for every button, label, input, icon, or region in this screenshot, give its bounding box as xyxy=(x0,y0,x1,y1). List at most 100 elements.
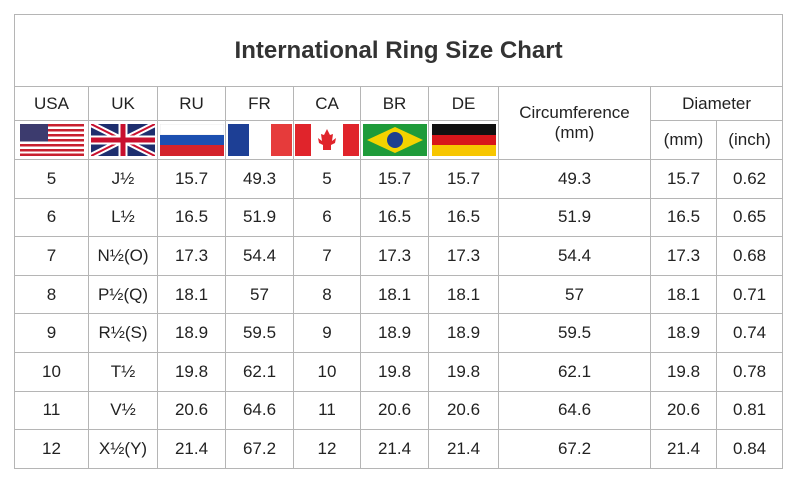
chart-table: International Ring Size Chart USA UK RU … xyxy=(13,14,784,469)
cell: 59.5 xyxy=(225,313,294,353)
table-row: 11 V½ 20.6 64.6 11 20.6 20.6 64.6 20.6 0.81 xyxy=(14,390,784,431)
flag-ca xyxy=(295,124,359,156)
cell: 62.1 xyxy=(498,351,651,392)
flag-cell xyxy=(293,120,361,160)
cell: 20.6 xyxy=(650,390,717,431)
cell: 15.7 xyxy=(428,159,499,199)
cell: 21.4 xyxy=(157,429,226,469)
flag-br xyxy=(362,124,427,156)
header: CA xyxy=(293,86,361,121)
flag-usa xyxy=(19,124,84,156)
header: FR xyxy=(225,86,294,121)
cell: 16.5 xyxy=(157,197,226,238)
subheader: (mm) xyxy=(650,120,717,160)
cell: 5 xyxy=(293,159,361,199)
cell: L½ xyxy=(88,197,158,238)
cell: 10 xyxy=(14,351,89,392)
cell: 7 xyxy=(14,236,89,276)
cell: 0.81 xyxy=(715,390,784,431)
cell: 51.9 xyxy=(498,197,651,238)
cell: 16.5 xyxy=(360,197,429,238)
flag-uk xyxy=(91,124,155,156)
cell: 51.9 xyxy=(225,197,294,238)
cell: 6 xyxy=(293,197,361,238)
cell: 20.6 xyxy=(428,390,499,431)
cell: 18.1 xyxy=(428,274,499,315)
cell: 17.3 xyxy=(157,236,226,276)
cell: 19.8 xyxy=(157,351,226,392)
cell: 64.6 xyxy=(225,390,294,431)
cell: 17.3 xyxy=(360,236,429,276)
subheader: (inch) xyxy=(715,120,784,160)
cell: 0.78 xyxy=(715,351,784,392)
cell: 0.74 xyxy=(715,313,784,353)
cell: 57 xyxy=(225,274,294,315)
cell: 54.4 xyxy=(225,236,294,276)
cell: 18.1 xyxy=(650,274,717,315)
cell: 6 xyxy=(14,197,89,238)
cell: 0.84 xyxy=(715,429,784,469)
flag-cell xyxy=(88,120,158,160)
cell: 62.1 xyxy=(225,351,294,392)
cell: 18.9 xyxy=(428,313,499,353)
cell: 20.6 xyxy=(157,390,226,431)
flag-fr xyxy=(227,124,292,156)
cell: 49.3 xyxy=(498,159,651,199)
cell: 11 xyxy=(293,390,361,431)
cell: 18.9 xyxy=(157,313,226,353)
title: International Ring Size Chart xyxy=(13,14,784,87)
cell: T½ xyxy=(88,351,158,392)
cell: 59.5 xyxy=(498,313,651,353)
cell: 8 xyxy=(293,274,361,315)
cell: 0.62 xyxy=(715,159,784,199)
table-row: 5 J½ 15.7 49.3 5 15.7 15.7 49.3 15.7 0.62 xyxy=(14,159,784,199)
header: Diameter xyxy=(649,86,784,121)
header: USA xyxy=(14,86,89,121)
cell: 67.2 xyxy=(225,429,294,469)
cell: 5 xyxy=(14,159,89,199)
cell: 0.71 xyxy=(715,274,784,315)
cell: 19.8 xyxy=(428,351,499,392)
cell: 18.1 xyxy=(157,274,226,315)
cell: 12 xyxy=(293,429,361,469)
cell: 18.9 xyxy=(360,313,429,353)
cell: 64.6 xyxy=(498,390,651,431)
cell: 57 xyxy=(498,274,651,315)
cell: 8 xyxy=(14,274,89,315)
cell: 16.5 xyxy=(428,197,499,238)
cell: 11 xyxy=(14,390,89,431)
flag-ru xyxy=(159,124,224,156)
table-row: 10 T½ 19.8 62.1 10 19.8 19.8 62.1 19.8 0.78 xyxy=(14,351,784,392)
header: UK xyxy=(88,86,158,121)
cell: 21.4 xyxy=(650,429,717,469)
cell: 19.8 xyxy=(650,351,717,392)
cell: 9 xyxy=(293,313,361,353)
cell: P½(Q) xyxy=(88,274,158,315)
cell: 18.9 xyxy=(650,313,717,353)
table-row: 6 L½ 16.5 51.9 6 16.5 16.5 51.9 16.5 0.65 xyxy=(14,197,784,238)
cell: 67.2 xyxy=(498,429,651,469)
cell: V½ xyxy=(88,390,158,431)
cell: R½(S) xyxy=(88,313,158,353)
cell: 15.7 xyxy=(157,159,226,199)
table: International Ring Size Chart USA UK RU … xyxy=(13,14,784,469)
cell: 0.65 xyxy=(715,197,784,238)
cell: 15.7 xyxy=(650,159,717,199)
header: RU xyxy=(157,86,226,121)
flag-cell xyxy=(157,120,226,160)
cell: 19.8 xyxy=(360,351,429,392)
header: DE xyxy=(428,86,499,121)
cell: N½(O) xyxy=(88,236,158,276)
cell: 54.4 xyxy=(498,236,651,276)
flag-cell xyxy=(428,120,499,160)
table-row: 8 P½(Q) 18.1 57 8 18.1 18.1 57 18.1 0.71 xyxy=(14,274,784,315)
cell: 7 xyxy=(293,236,361,276)
cell: X½(Y) xyxy=(88,429,158,469)
cell: 16.5 xyxy=(650,197,717,238)
table-row: 12 X½(Y) 21.4 67.2 12 21.4 21.4 67.2 21.4 0.84 xyxy=(14,429,784,469)
cell: 17.3 xyxy=(650,236,717,276)
cell: 15.7 xyxy=(360,159,429,199)
cell: 21.4 xyxy=(428,429,499,469)
cell: J½ xyxy=(88,159,158,199)
cell: 10 xyxy=(293,351,361,392)
